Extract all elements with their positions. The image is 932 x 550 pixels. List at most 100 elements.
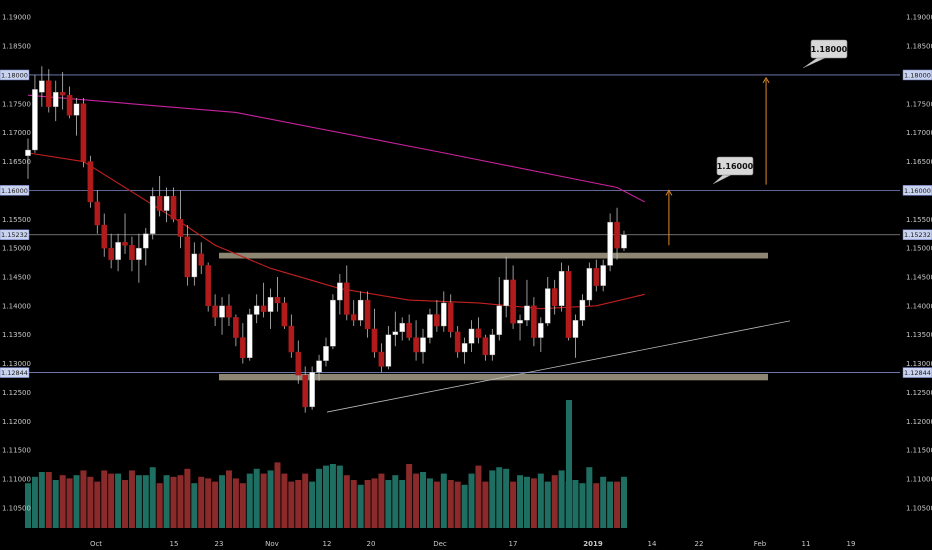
candle (163, 195, 170, 211)
x-tick-label: 15 (170, 540, 179, 548)
volume-bar (572, 480, 579, 528)
price-label-box (0, 229, 30, 240)
volume-bar (232, 478, 239, 528)
volume-bar (551, 475, 558, 528)
volume-bar (66, 478, 73, 528)
y-axis-right[interactable]: 1.19000 1.18500 1.18000 1.17500 1.17000 1.165… (902, 14, 932, 513)
candle (607, 221, 613, 266)
volume-bar (447, 480, 454, 528)
volume-bar (45, 472, 52, 528)
trendline-layer (326, 320, 791, 413)
price-label-box (902, 229, 932, 240)
y-tick-label: 1.17000 (906, 129, 932, 137)
candle (468, 328, 475, 344)
candle (593, 268, 600, 286)
volume-bar (523, 476, 530, 528)
volume-bar (253, 468, 260, 528)
candle (531, 305, 537, 338)
candle (281, 302, 288, 327)
y-tick-label: 1.12500 (906, 389, 932, 397)
volume-bar (80, 470, 87, 528)
candle (600, 265, 606, 286)
volume-bar (586, 467, 593, 528)
y-tick-label: 1.11000 (906, 476, 932, 484)
x-tick-label: 23 (215, 540, 224, 548)
callout-box (716, 156, 754, 176)
candle (240, 337, 246, 358)
candle (253, 305, 260, 315)
y-tick-label: 1.10500 (2, 504, 31, 512)
y-tick-label: 1.17500 (906, 100, 932, 108)
volume-bar (426, 478, 433, 528)
candle (226, 305, 232, 318)
volume-bar (600, 476, 607, 528)
volume-bar (73, 475, 80, 528)
volume-bar (406, 464, 413, 528)
candle (115, 242, 121, 260)
volume-bar (184, 468, 191, 528)
volume-bar (52, 480, 59, 528)
volume-bar (392, 475, 399, 528)
candle (489, 334, 496, 356)
y-tick-label: 1.17500 (2, 100, 31, 108)
candle (80, 103, 87, 162)
y-tick-label: 1.12500 (2, 389, 31, 397)
candle (392, 331, 399, 335)
volume-bar (302, 473, 309, 528)
volume-bar (309, 481, 316, 528)
candle (101, 224, 108, 249)
volume-bar (461, 484, 468, 528)
volume-bar (420, 472, 427, 528)
candle (309, 372, 315, 408)
price-label: 1.12844 (1, 369, 28, 377)
x-tick-label: Dec (433, 540, 447, 548)
volume-bar (267, 470, 274, 528)
volume-bar (87, 476, 94, 528)
x-axis[interactable]: Oct 15 23 Nov 12 20 Dec 17 2019 14 22 Feb 11 19 (90, 540, 856, 548)
y-tick-label: 1.11000 (2, 476, 31, 484)
candle (156, 195, 163, 211)
price-label: 1.18000 (904, 71, 931, 79)
volume-bar (329, 464, 336, 528)
candle (406, 322, 412, 338)
volume-bar (115, 473, 122, 528)
candle (52, 92, 59, 107)
price-label-box (902, 367, 932, 378)
volume-bar (357, 484, 364, 528)
volume-bar (31, 476, 38, 528)
candle (59, 92, 66, 96)
volume-bar (219, 475, 226, 528)
price-label-box (902, 69, 932, 81)
volume-bar (322, 465, 329, 528)
candle (260, 305, 267, 312)
price-label: 1.16000 (904, 187, 931, 195)
candle (538, 322, 544, 338)
y-tick-label: 1.19000 (906, 14, 932, 22)
resistance-zone (219, 252, 768, 259)
candle (572, 320, 579, 338)
x-tick-label: Feb (754, 540, 767, 548)
volume-bar (260, 473, 267, 528)
candle (323, 346, 329, 361)
candle (413, 337, 419, 353)
candle (378, 351, 385, 367)
y-tick-label: 1.15500 (906, 216, 932, 224)
candle (122, 242, 128, 246)
candle (39, 80, 45, 93)
annotations-layer: 1.18000 1.16000 (712, 39, 848, 185)
y-tick-label: 1.14500 (2, 273, 31, 281)
candle (427, 314, 433, 338)
candle (517, 320, 523, 324)
y-tick-label: 1.18500 (906, 43, 932, 51)
volume-bar (135, 475, 142, 528)
volume-bar (440, 473, 447, 528)
candle (108, 247, 114, 260)
volume-bar (288, 481, 295, 528)
candle (621, 234, 627, 249)
volume-bar (142, 475, 149, 528)
candle (25, 149, 31, 156)
y-tick-label: 1.13500 (906, 331, 932, 339)
candle (558, 271, 565, 307)
